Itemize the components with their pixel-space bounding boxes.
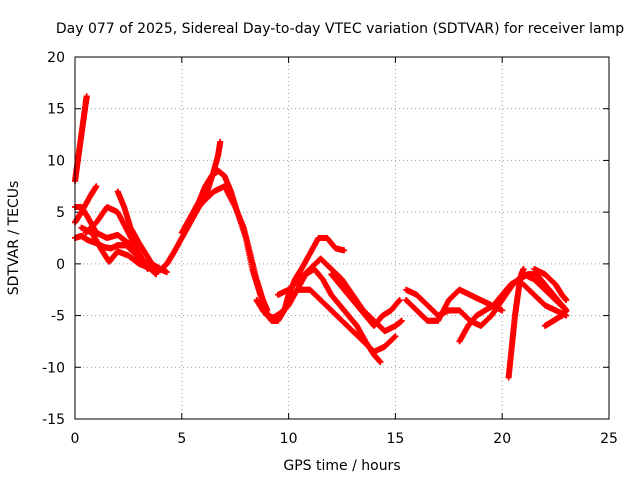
data-point [392,333,399,340]
series-arc-13 [328,271,403,329]
x-tick-label: 10 [280,431,298,447]
data-point [377,359,384,366]
data-point [520,266,527,273]
series-arc-19 [531,266,570,304]
y-tick-label: 5 [56,205,65,221]
series-arc-6 [82,203,151,273]
data-point [396,297,403,304]
series-arc-20 [541,307,570,329]
data-points-layer [72,93,570,381]
grid-layer [75,57,609,419]
y-tick-label: 20 [47,50,65,66]
data-point [398,317,405,324]
y-tick-label: 10 [47,153,65,169]
plot-area-frame [74,56,610,420]
data-point [83,93,90,100]
series-arc-4 [78,224,160,278]
y-tick-label: 0 [56,257,65,273]
series-arc-12 [296,286,399,355]
data-point [563,297,570,304]
data-point [563,307,570,314]
series-arc-17 [505,266,527,381]
x-tick-label: 0 [71,431,80,447]
x-tick-label: 15 [386,431,404,447]
data-point [153,271,160,278]
data-point [217,138,224,145]
data-point [93,183,100,190]
chart-title: Day 077 of 2025, Sidereal Day-to-day VTE… [56,21,624,37]
series-arc-18 [520,281,570,319]
y-tick-label: -10 [42,360,65,376]
y-axis-label: SDTVAR / TECUs [6,181,22,296]
series-arc-7 [114,188,170,276]
x-tick-label: 25 [600,431,618,447]
data-point [499,307,506,314]
x-axis-label: GPS time / hours [283,458,400,474]
x-tick-label: 20 [493,431,511,447]
x-tick-label: 5 [177,431,186,447]
y-tick-label: 15 [47,102,65,118]
y-tick-label: -5 [51,309,65,325]
y-tick-label: -15 [42,412,65,428]
series-arc-1 [72,93,90,185]
data-point [144,266,151,273]
data-point [341,247,348,254]
data-point [163,269,170,276]
